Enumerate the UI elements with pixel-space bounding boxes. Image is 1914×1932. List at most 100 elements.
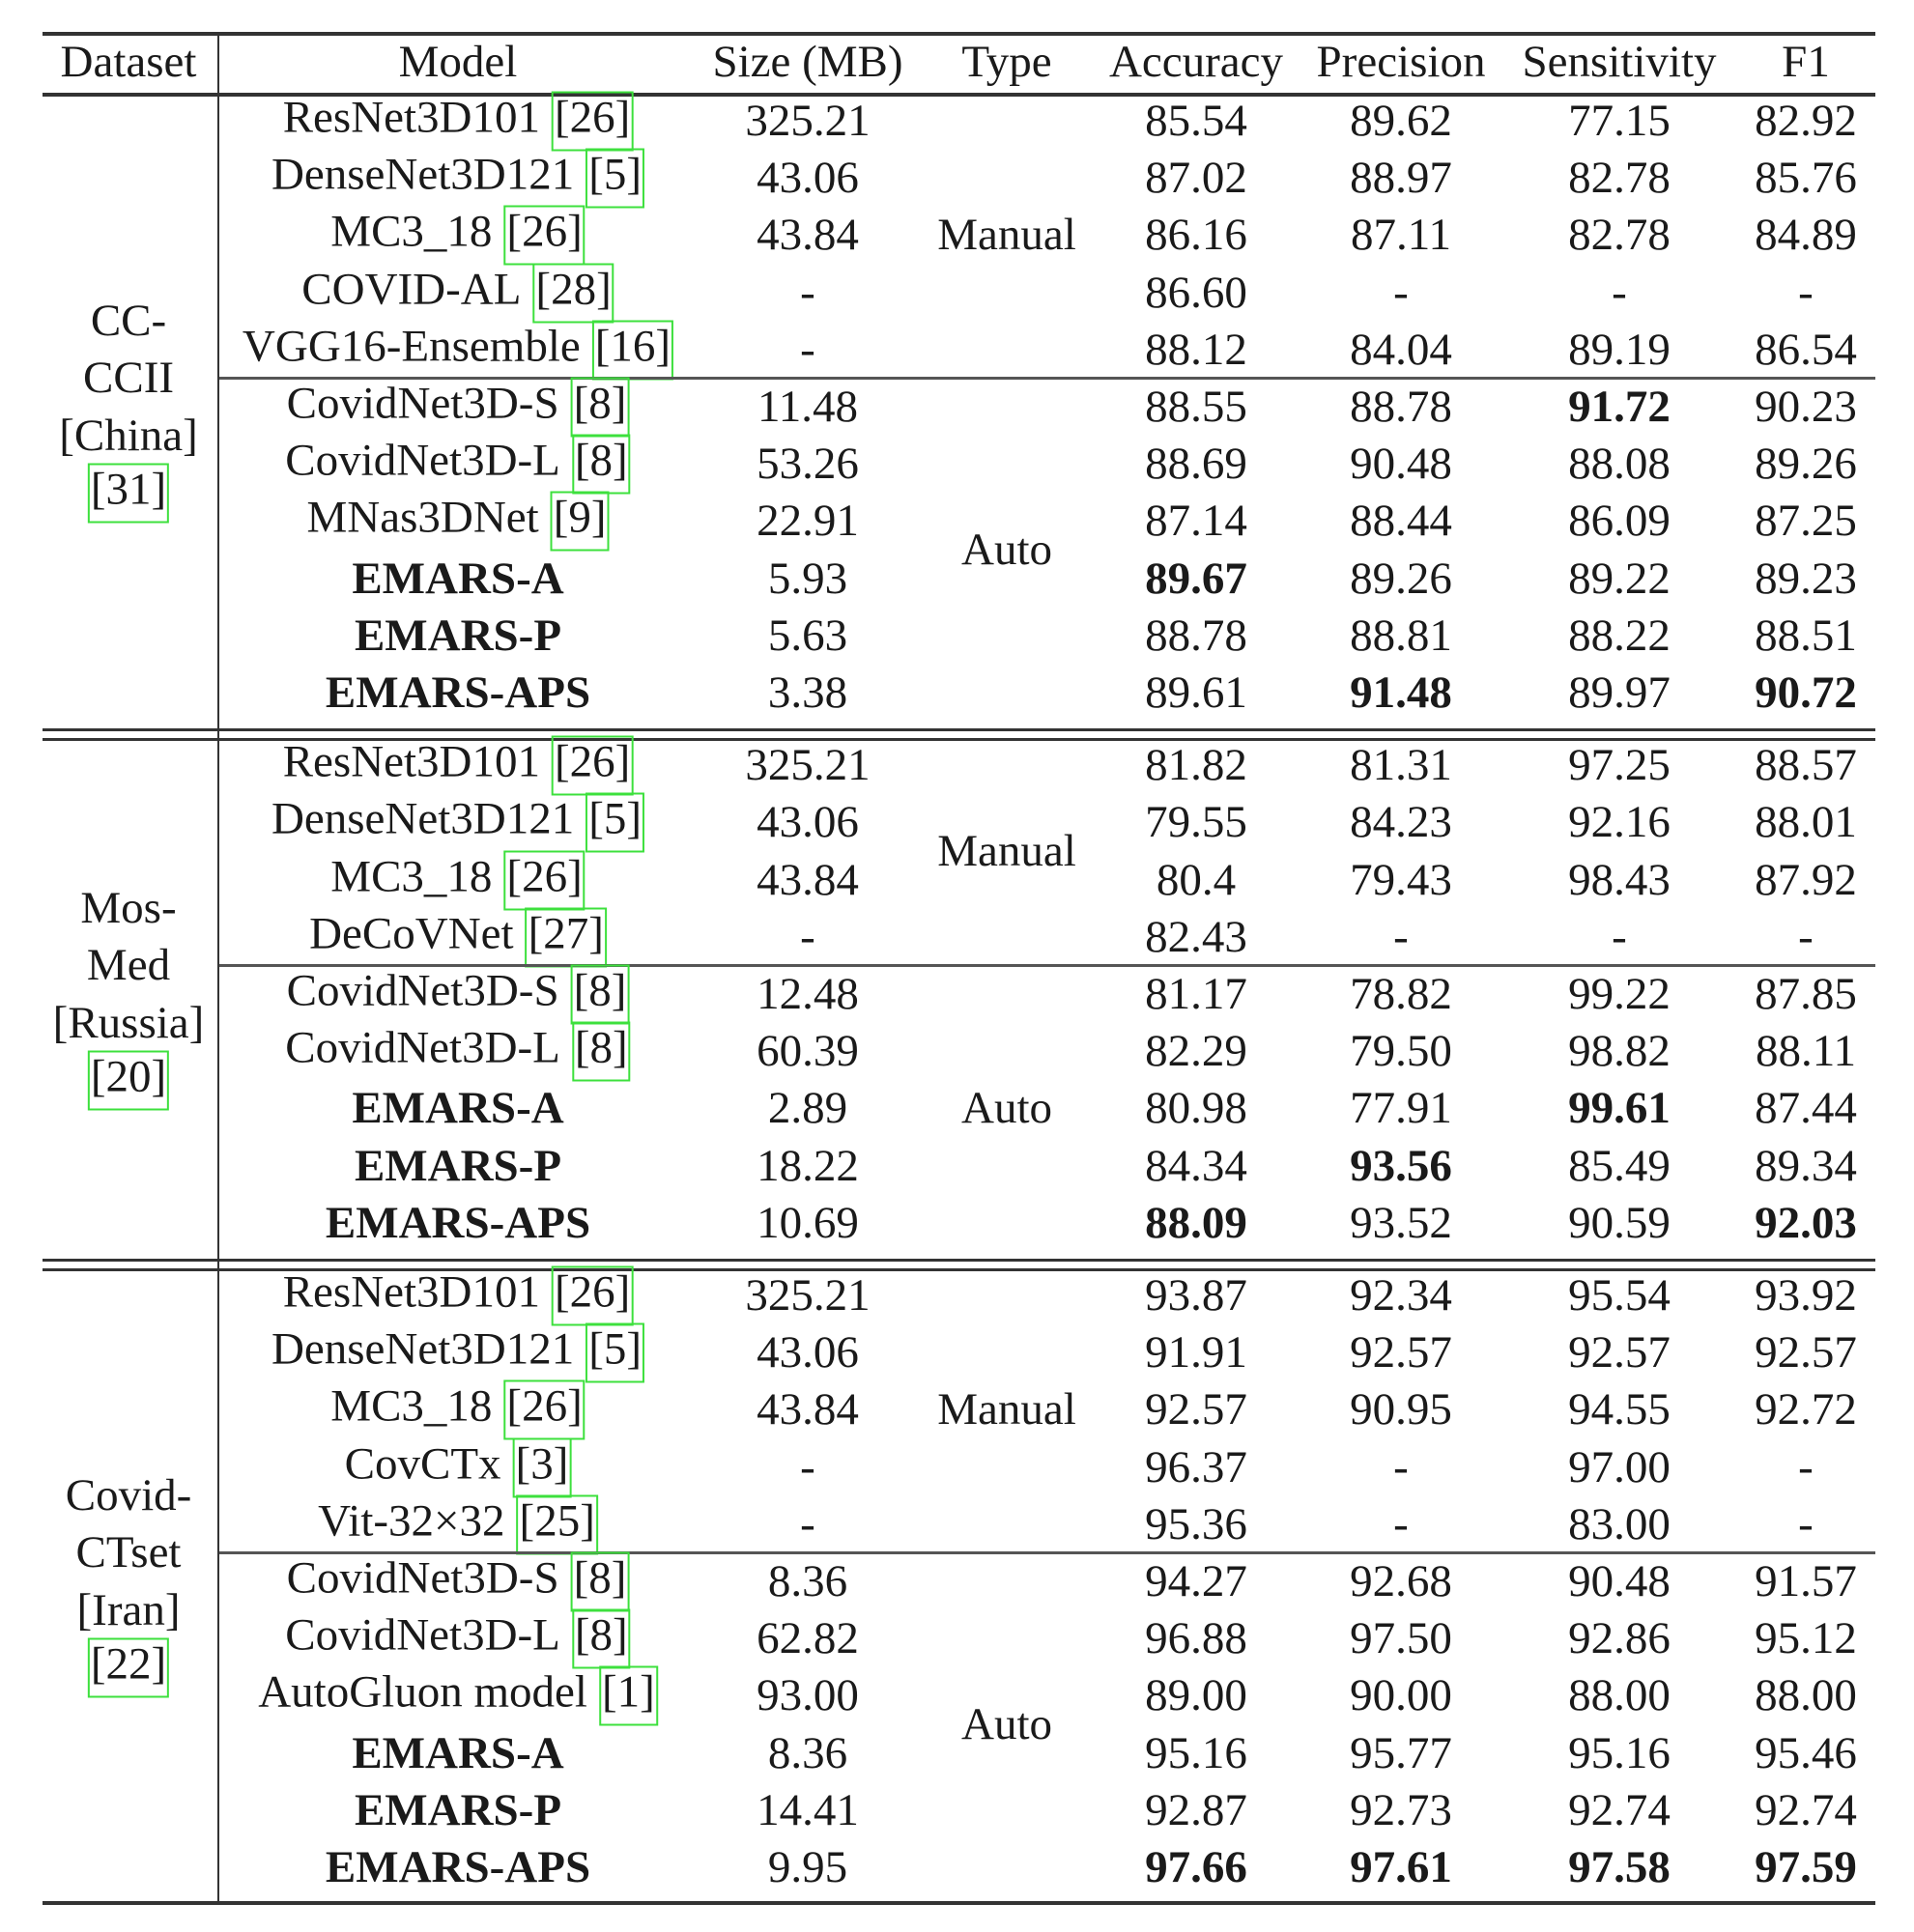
- citation-link[interactable]: [5]: [586, 792, 645, 853]
- sensitivity-cell: 91.72: [1568, 382, 1671, 432]
- model-cell: COVID-AL [28]: [301, 262, 614, 324]
- citation-link[interactable]: [28]: [532, 263, 614, 324]
- accuracy-cell: 87.02: [1145, 153, 1247, 204]
- model-cell: DeCoVNet [27]: [309, 906, 607, 968]
- sensitivity-cell: 89.22: [1568, 553, 1671, 604]
- f1-cell: 92.57: [1755, 1327, 1857, 1378]
- type-label: Manual: [937, 210, 1076, 261]
- precision-cell: 95.77: [1350, 1727, 1452, 1778]
- model-cell: ResNet3D101 [26]: [283, 1265, 634, 1326]
- citation-link[interactable]: [8]: [571, 1021, 631, 1082]
- precision-cell: 87.11: [1350, 210, 1452, 261]
- model-cell: VGG16-Ensemble [16]: [243, 319, 674, 381]
- citation-link[interactable]: [31]: [87, 463, 170, 524]
- section-separator-line: [43, 738, 1875, 741]
- model-cell: EMARS-APS: [326, 1840, 590, 1894]
- citation-link[interactable]: [27]: [525, 907, 607, 968]
- precision-cell: 90.00: [1350, 1670, 1452, 1721]
- precision-cell: 92.73: [1350, 1784, 1452, 1835]
- citation-link[interactable]: [8]: [570, 964, 630, 1025]
- sensitivity-cell: -: [1612, 267, 1627, 318]
- precision-cell: 93.52: [1350, 1197, 1452, 1248]
- citation-link[interactable]: [8]: [570, 377, 630, 438]
- sensitivity-cell: 86.09: [1568, 496, 1671, 547]
- model-cell: AutoGluon model [1]: [258, 1665, 658, 1726]
- citation-link[interactable]: [9]: [550, 491, 610, 552]
- precision-cell: 88.81: [1350, 610, 1452, 661]
- accuracy-cell: 89.67: [1145, 553, 1247, 604]
- citation-link[interactable]: [5]: [586, 1322, 645, 1383]
- size-cell: 93.00: [757, 1670, 859, 1721]
- citation-link[interactable]: [8]: [571, 1608, 631, 1669]
- sensitivity-cell: 88.08: [1568, 439, 1671, 490]
- dataset-name-line: CC-: [90, 296, 167, 347]
- size-cell: -: [800, 1498, 815, 1549]
- citation-link[interactable]: [26]: [552, 735, 634, 796]
- model-name: ResNet3D101: [282, 92, 540, 143]
- f1-cell: 88.01: [1755, 797, 1857, 848]
- model-cell: EMARS-P: [355, 609, 561, 663]
- precision-cell: 93.56: [1350, 1140, 1452, 1191]
- accuracy-cell: 97.66: [1145, 1842, 1247, 1892]
- citation-link[interactable]: [16]: [591, 320, 674, 381]
- citation-link[interactable]: [8]: [570, 1551, 630, 1612]
- accuracy-cell: 81.17: [1145, 969, 1247, 1019]
- f1-cell: 97.59: [1755, 1842, 1857, 1892]
- precision-cell: -: [1393, 1498, 1409, 1549]
- dataset-citation: [22]: [87, 1636, 170, 1698]
- model-cell: MC3_18 [26]: [330, 205, 586, 266]
- size-cell: 8.36: [767, 1727, 848, 1778]
- citation-link[interactable]: [26]: [552, 91, 634, 152]
- f1-cell: 89.23: [1755, 553, 1857, 604]
- dataset-name-line: [Iran]: [76, 1584, 181, 1635]
- citation-link[interactable]: [25]: [516, 1494, 598, 1555]
- sensitivity-cell: 90.48: [1568, 1556, 1671, 1606]
- model-name: EMARS-APS: [325, 1197, 591, 1248]
- citation-link[interactable]: [20]: [87, 1050, 170, 1111]
- sensitivity-cell: 82.78: [1568, 153, 1671, 204]
- precision-cell: 88.97: [1350, 153, 1452, 204]
- model-name: DeCoVNet: [309, 908, 514, 959]
- model-cell: CovidNet3D-S [8]: [287, 1551, 630, 1612]
- accuracy-cell: 89.00: [1145, 1670, 1247, 1721]
- accuracy-cell: 81.82: [1145, 740, 1247, 791]
- model-cell: EMARS-P: [355, 1783, 561, 1837]
- precision-cell: 88.44: [1350, 496, 1452, 547]
- citation-link[interactable]: [5]: [586, 148, 645, 209]
- size-cell: 2.89: [767, 1083, 848, 1134]
- citation-link[interactable]: [26]: [552, 1265, 634, 1326]
- citation-link[interactable]: [26]: [503, 850, 586, 911]
- header-precision: Precision: [1316, 37, 1486, 87]
- citation-link[interactable]: [26]: [503, 205, 586, 266]
- citation-link[interactable]: [8]: [571, 434, 631, 495]
- citation-link[interactable]: [3]: [512, 1437, 572, 1498]
- accuracy-cell: 95.36: [1145, 1498, 1247, 1549]
- citation-link[interactable]: [1]: [598, 1665, 658, 1726]
- section-separator-line: [43, 1267, 1875, 1271]
- model-name: CovidNet3D-S: [286, 378, 559, 429]
- header-type: Type: [961, 37, 1052, 87]
- size-cell: -: [800, 267, 815, 318]
- bottom-rule: [43, 1901, 1875, 1905]
- sensitivity-cell: 95.54: [1568, 1270, 1671, 1321]
- accuracy-cell: 86.16: [1145, 210, 1247, 261]
- precision-cell: 79.50: [1350, 1026, 1452, 1077]
- accuracy-cell: 92.57: [1145, 1384, 1247, 1435]
- f1-cell: 87.44: [1755, 1083, 1857, 1134]
- sensitivity-cell: 97.58: [1568, 1842, 1671, 1892]
- model-name: CovCTx: [344, 1438, 501, 1490]
- accuracy-cell: 84.34: [1145, 1140, 1247, 1191]
- f1-cell: 90.72: [1755, 668, 1857, 718]
- model-cell: DenseNet3D121 [5]: [271, 1322, 645, 1383]
- model-name: EMARS-A: [352, 1083, 564, 1134]
- model-cell: EMARS-A: [352, 552, 563, 606]
- citation-link[interactable]: [26]: [503, 1379, 586, 1440]
- size-cell: 43.84: [757, 854, 859, 905]
- sensitivity-cell: 85.49: [1568, 1140, 1671, 1191]
- precision-cell: 91.48: [1350, 668, 1452, 718]
- citation-link[interactable]: [22]: [87, 1637, 170, 1698]
- size-cell: -: [800, 911, 815, 962]
- precision-cell: -: [1393, 267, 1409, 318]
- f1-cell: 87.25: [1755, 496, 1857, 547]
- model-cell: Vit-32×32 [25]: [318, 1493, 598, 1555]
